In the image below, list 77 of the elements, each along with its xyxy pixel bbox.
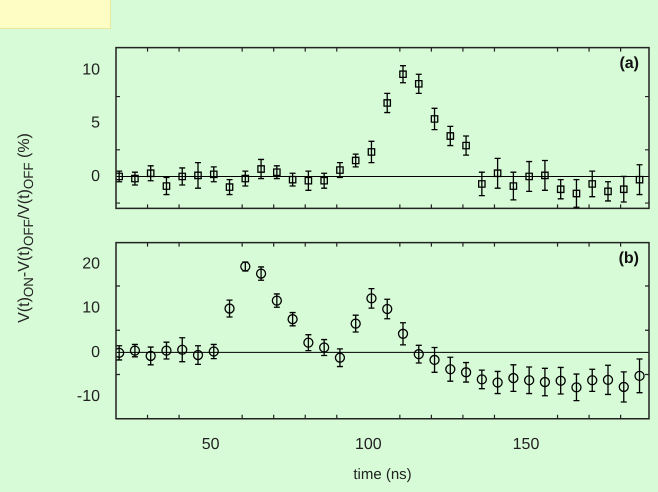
point bbox=[273, 168, 281, 176]
point bbox=[414, 80, 423, 88]
point bbox=[604, 188, 612, 196]
point bbox=[446, 132, 454, 140]
point bbox=[224, 303, 235, 314]
point bbox=[445, 364, 456, 374]
point bbox=[636, 176, 644, 184]
x-tick-label: 50 bbox=[202, 436, 220, 453]
point bbox=[476, 374, 487, 385]
y-tick-label: 5 bbox=[91, 114, 100, 132]
point bbox=[588, 180, 596, 188]
point bbox=[587, 375, 598, 386]
point bbox=[525, 172, 533, 180]
point bbox=[571, 382, 582, 393]
x-tick-label: 150 bbox=[512, 436, 540, 453]
y-tick-label: 0 bbox=[91, 168, 100, 185]
x-axis-title: time (ns) bbox=[353, 466, 412, 484]
point bbox=[241, 174, 250, 182]
point bbox=[272, 295, 282, 306]
point bbox=[210, 170, 218, 178]
point bbox=[634, 370, 645, 382]
point bbox=[226, 183, 234, 191]
point bbox=[508, 372, 519, 384]
point bbox=[462, 142, 470, 150]
point bbox=[288, 176, 296, 184]
point bbox=[556, 376, 566, 386]
point bbox=[257, 165, 265, 173]
point bbox=[460, 367, 472, 378]
point bbox=[208, 346, 219, 357]
point bbox=[494, 169, 502, 178]
point bbox=[383, 99, 392, 107]
point bbox=[399, 70, 407, 78]
point bbox=[541, 172, 549, 180]
point bbox=[146, 350, 156, 362]
point bbox=[618, 382, 629, 392]
point bbox=[162, 182, 170, 190]
point bbox=[336, 166, 344, 174]
point bbox=[350, 318, 361, 329]
point bbox=[430, 115, 438, 123]
point bbox=[429, 354, 440, 366]
point bbox=[146, 169, 155, 178]
point bbox=[334, 352, 346, 363]
point bbox=[478, 180, 486, 188]
point bbox=[510, 182, 518, 190]
y-tick-label: 10 bbox=[82, 300, 100, 317]
annotation: (a) bbox=[619, 55, 639, 72]
point bbox=[524, 375, 534, 386]
point bbox=[303, 338, 314, 348]
x-tick-label: 100 bbox=[354, 436, 382, 453]
point bbox=[256, 268, 266, 279]
point bbox=[620, 185, 628, 194]
point bbox=[161, 345, 172, 356]
point bbox=[319, 342, 330, 353]
point bbox=[366, 293, 377, 304]
point bbox=[398, 328, 408, 339]
annotation: (b) bbox=[618, 250, 639, 268]
y-tick-label: 10 bbox=[82, 61, 100, 78]
point bbox=[414, 349, 424, 360]
point bbox=[287, 314, 298, 324]
point bbox=[177, 344, 188, 355]
point bbox=[320, 176, 328, 185]
y-tick-label: 20 bbox=[82, 255, 100, 272]
point bbox=[382, 304, 392, 314]
point bbox=[556, 185, 565, 194]
point bbox=[602, 374, 614, 385]
point bbox=[368, 148, 376, 156]
point bbox=[131, 174, 139, 182]
point bbox=[352, 156, 360, 164]
point bbox=[492, 377, 503, 388]
y-tick-label: -10 bbox=[76, 388, 100, 406]
point bbox=[178, 172, 186, 180]
point bbox=[540, 376, 550, 388]
point bbox=[304, 176, 312, 185]
point bbox=[192, 350, 204, 360]
point bbox=[194, 172, 202, 180]
point bbox=[572, 190, 580, 198]
y-tick-label: 0 bbox=[91, 344, 100, 361]
